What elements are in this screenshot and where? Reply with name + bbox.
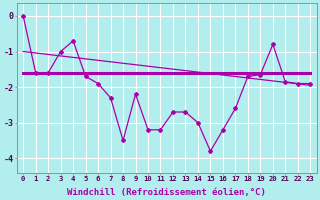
X-axis label: Windchill (Refroidissement éolien,°C): Windchill (Refroidissement éolien,°C) [67,188,266,197]
